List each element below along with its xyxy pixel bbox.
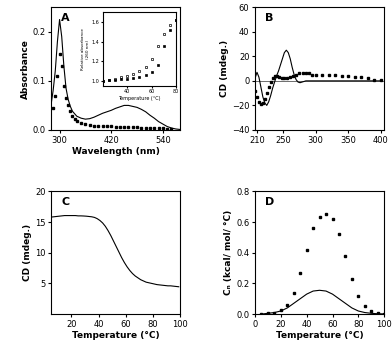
Text: C: C xyxy=(61,197,69,208)
X-axis label: Temperature (°C): Temperature (°C) xyxy=(276,331,363,340)
Y-axis label: Absorbance: Absorbance xyxy=(20,39,29,99)
Y-axis label: CD (mdeg.): CD (mdeg.) xyxy=(23,224,32,281)
Y-axis label: Cₙ (kcal/ mol/ °C): Cₙ (kcal/ mol/ °C) xyxy=(225,210,233,295)
Text: D: D xyxy=(265,197,274,208)
X-axis label: Wavelength (nm): Wavelength (nm) xyxy=(72,147,160,156)
X-axis label: Temperature (°C): Temperature (°C) xyxy=(72,331,159,340)
Text: A: A xyxy=(61,13,70,23)
Text: B: B xyxy=(265,13,274,23)
Y-axis label: CD (mdeg.): CD (mdeg.) xyxy=(220,40,229,97)
